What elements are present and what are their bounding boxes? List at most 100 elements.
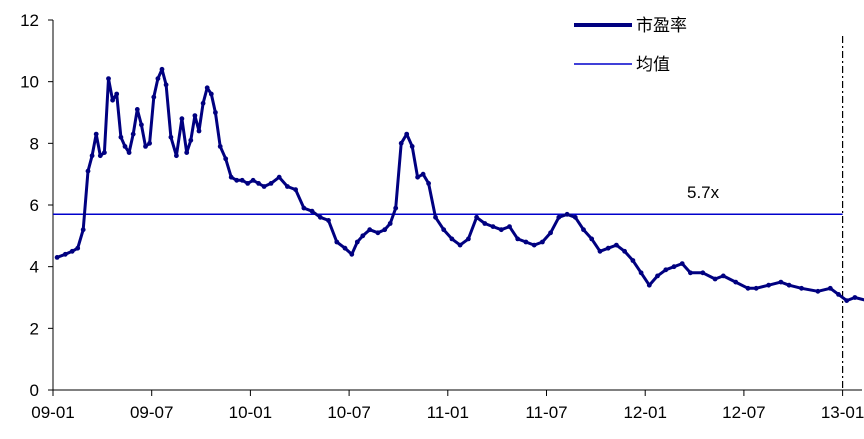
pe-ratio-point — [130, 131, 136, 137]
pe-ratio-point — [163, 82, 169, 88]
pe-ratio-point — [196, 128, 202, 134]
pe-ratio-point — [134, 107, 140, 112]
pe-ratio-point — [441, 227, 447, 233]
pe-ratio-point — [147, 140, 153, 146]
pe-ratio-point — [114, 91, 120, 97]
pe-ratio-point — [457, 242, 463, 248]
pe-ratio-point — [646, 282, 652, 288]
pe-ratio-point — [256, 181, 261, 186]
pe-ratio-point — [192, 113, 198, 118]
legend-label-mean: 均值 — [636, 55, 670, 75]
pe-ratio-point — [745, 285, 751, 291]
pe-ratio-point — [261, 184, 267, 189]
pe-ratio-point — [159, 66, 165, 72]
pe-ratio-point — [54, 255, 60, 260]
pe-ratio-point — [393, 205, 399, 211]
pe-ratio-point — [409, 144, 415, 149]
pe-ratio-point — [630, 258, 636, 263]
pe-ratio-point — [404, 131, 410, 137]
pe-ratio-point — [548, 230, 553, 236]
pe-ratio-point — [93, 131, 99, 137]
pe-ratio-point — [309, 208, 315, 214]
y-tick-label: 12 — [20, 11, 39, 30]
legend-label-pe-ratio: 市盈率 — [636, 16, 687, 36]
pe-ratio-point — [827, 285, 833, 291]
pe-ratio-point — [605, 245, 611, 251]
pe-ratio-point — [844, 298, 850, 303]
pe-ratio-point — [466, 236, 471, 242]
pe-ratio-point — [498, 227, 504, 233]
x-tick-label: 09-07 — [130, 403, 173, 422]
pe-ratio-point — [268, 181, 274, 186]
pe-ratio-point — [228, 174, 234, 180]
pe-ratio-point — [382, 227, 388, 233]
pe-ratio-point — [239, 177, 245, 183]
pe-ratio-point — [638, 270, 644, 276]
pe-ratio-point — [581, 227, 586, 233]
pe-ratio-point — [334, 239, 340, 245]
pe-ratio-point — [572, 214, 578, 220]
pe-ratio-point — [556, 214, 562, 220]
y-tick-label: 10 — [20, 73, 39, 92]
pe-ratio-point — [482, 221, 488, 226]
pe-ratio-point — [217, 144, 223, 149]
y-tick-label: 6 — [30, 196, 39, 215]
pe-ratio-point — [110, 97, 115, 103]
pe-ratio-point — [75, 245, 81, 251]
pe-ratio-point — [700, 270, 706, 276]
pe-ratio-point — [712, 276, 718, 282]
pe-ratio-point — [85, 168, 91, 174]
pe-ratio-point — [433, 214, 438, 220]
pe-ratio-point — [415, 174, 420, 180]
pe-ratio-point — [564, 211, 570, 217]
pe-ratio-point — [118, 134, 124, 140]
pe-ratio-point — [80, 227, 86, 233]
pe-ratio-point — [815, 288, 821, 294]
pe-ratio-point — [106, 76, 111, 81]
mean-value-annotation: 5.7x — [687, 183, 720, 202]
pe-ratio-point — [276, 174, 282, 180]
pe-ratio-point — [753, 285, 759, 291]
pe-ratio-point — [102, 150, 107, 156]
pe-ratio-point — [342, 245, 348, 251]
x-tick-label: 11-01 — [427, 403, 469, 422]
pe-ratio-point — [293, 187, 298, 193]
x-tick-label: 12-01 — [623, 403, 666, 422]
pe-ratio-point — [174, 153, 179, 159]
pe-ratio-point — [786, 282, 792, 288]
x-axis: 09-01 09-07 10-01 10-07 11-01 11-07 12-01 12-07… — [31, 389, 864, 422]
pe-ratio-point — [360, 233, 366, 239]
y-tick-label: 8 — [30, 134, 39, 153]
pe-ratio-point — [836, 292, 841, 297]
pe-ratio-point — [540, 239, 545, 245]
pe-ratio-point — [184, 150, 190, 156]
pe-ratio-point — [349, 251, 355, 257]
pe-ratio-point — [852, 295, 858, 300]
pe-ratio-point — [671, 264, 677, 270]
pe-ratio-point — [139, 122, 144, 128]
pe-ratio-point — [285, 184, 290, 189]
pe-ratio-point — [589, 236, 595, 242]
pe-ratio-point — [143, 144, 148, 149]
pe-ratio-point — [733, 279, 739, 285]
pe-ratio-point — [126, 150, 132, 156]
pe-ratio-point — [223, 156, 229, 162]
pe-ratio-point — [301, 205, 307, 211]
pe-ratio-point — [204, 85, 210, 91]
pe-ratio-point — [179, 116, 185, 122]
pe-ratio-point — [474, 214, 479, 220]
pe-ratio-point — [614, 242, 619, 248]
pe-ratio-point — [188, 137, 194, 143]
pe-ratio-point — [200, 100, 206, 106]
pe-ratio-point — [420, 171, 426, 177]
y-axis: 0 2 4 6 8 10 12 — [20, 11, 54, 400]
pe-ratio-point — [622, 248, 627, 254]
pe-ratio-point — [387, 221, 393, 226]
pe-ratio-point — [213, 110, 218, 115]
pe-ratio-point — [679, 261, 685, 266]
pe-ratio-point — [766, 282, 771, 288]
pe-ratio-point — [122, 144, 128, 149]
y-tick-label: 4 — [30, 258, 39, 277]
pe-ratio-point — [398, 140, 404, 146]
